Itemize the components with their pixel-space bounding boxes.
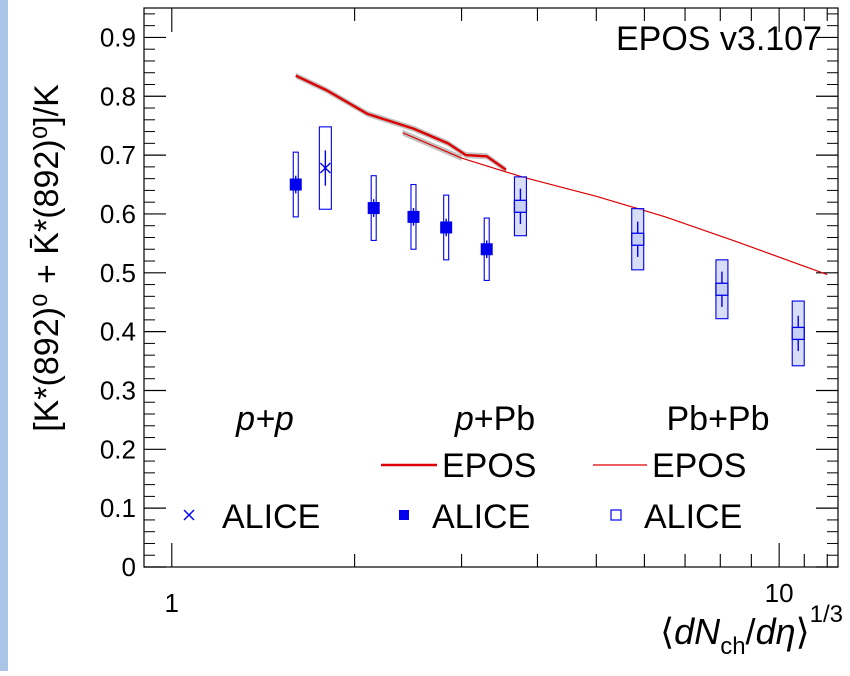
marker-filled-square bbox=[407, 210, 420, 223]
legend-label-ppb-epos: EPOS bbox=[442, 447, 536, 485]
y-tick-label: 0.8 bbox=[100, 81, 136, 111]
plot-frame bbox=[143, 7, 839, 568]
legend-label-pp-alice: ALICE bbox=[222, 498, 320, 536]
marker-open-square bbox=[513, 199, 528, 213]
legend-header-pp: p+p bbox=[235, 400, 294, 438]
y-tick-label: 0 bbox=[122, 552, 136, 582]
legend-header-ppb: p+Pb bbox=[454, 400, 535, 438]
data-point-pPb bbox=[407, 183, 420, 250]
legend-label-pbpb-epos: EPOS bbox=[652, 447, 746, 485]
y-tick-label: 0.6 bbox=[100, 199, 136, 229]
y-tick-label: 0.1 bbox=[100, 493, 136, 523]
data-point-pPb bbox=[367, 175, 380, 241]
y-tick-label: 0.7 bbox=[100, 140, 136, 170]
legend-marker-pbpb-open-square bbox=[610, 509, 622, 521]
y-tick-label: 0.4 bbox=[100, 317, 136, 347]
data-point-pp bbox=[318, 126, 332, 210]
model-lines bbox=[295, 74, 828, 276]
legend-label-ppb-alice: ALICE bbox=[432, 498, 530, 536]
model-line-pPb bbox=[295, 74, 507, 171]
x-tick-label: 1 bbox=[165, 588, 179, 618]
marker-open-square bbox=[715, 282, 729, 296]
marker-open-square bbox=[631, 232, 645, 246]
data-points bbox=[289, 126, 805, 367]
marker-filled-square bbox=[367, 202, 380, 215]
data-point-pPb bbox=[480, 217, 493, 281]
data-point-PbPb bbox=[513, 176, 528, 237]
axis-ticks: 0 0.1 0.2 0.3 0.4 0.5 0.6 0.7 0.8 0.9 1 10 bbox=[100, 8, 838, 618]
legend-marker-ppb-square bbox=[399, 510, 409, 520]
model-line-PbPb bbox=[402, 132, 828, 276]
data-point-PbPb bbox=[715, 259, 729, 320]
data-point-pPb bbox=[289, 151, 302, 218]
y-tick-label: 0.9 bbox=[100, 22, 136, 52]
x-axis-label: ⟨dNch/dη⟩1/3 bbox=[660, 601, 843, 660]
sys-error-box bbox=[318, 126, 332, 210]
legend: p+p p+Pb Pb+Pb EPOS EPOS ALICE ALICE ALI… bbox=[183, 400, 770, 536]
y-axis-label: [K*(892)⁰ + K̄*(892)⁰]/K bbox=[28, 84, 66, 432]
x-tick-label: 10 bbox=[765, 578, 794, 608]
marker-open-square bbox=[791, 326, 805, 341]
y-tick-label: 0.2 bbox=[100, 434, 136, 464]
marker-filled-square bbox=[480, 243, 493, 256]
plot-area bbox=[143, 7, 839, 568]
data-point-PbPb bbox=[791, 300, 805, 367]
legend-label-pbpb-alice: ALICE bbox=[644, 498, 742, 536]
marker-cross-b bbox=[319, 162, 331, 174]
window-edge-stripe bbox=[0, 0, 8, 671]
y-tick-label: 0.5 bbox=[100, 258, 136, 288]
marker-filled-square bbox=[440, 221, 453, 234]
data-point-pPb bbox=[440, 194, 453, 261]
data-point-PbPb bbox=[631, 208, 645, 271]
legend-marker-pp-cross bbox=[183, 509, 195, 521]
chart-title: EPOS v3.107 bbox=[616, 20, 822, 58]
y-tick-label: 0.3 bbox=[100, 375, 136, 405]
marker-filled-square bbox=[289, 178, 302, 191]
legend-header-pbpb: Pb+Pb bbox=[666, 400, 769, 438]
